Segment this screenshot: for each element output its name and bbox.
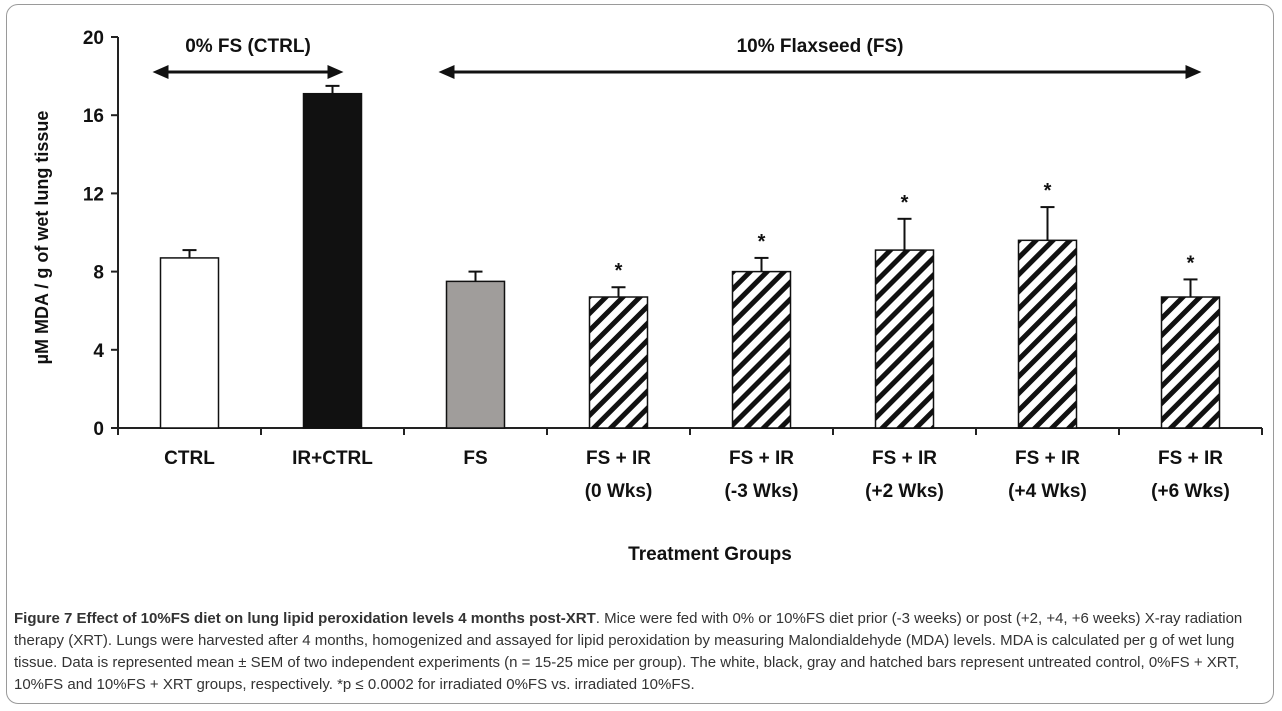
- caption-body: . Mice were fed with 0% or 10%FS diet pr…: [14, 610, 1243, 693]
- significance-marker: *: [615, 260, 623, 282]
- x-tick-label: (+6 Wks): [1151, 481, 1230, 502]
- annotation-arrowhead-left: [152, 65, 169, 79]
- y-tick-label: 12: [83, 184, 104, 205]
- figure-caption: Figure 7 Effect of 10%FS diet on lung li…: [14, 608, 1270, 696]
- x-tick-label: FS + IR: [586, 448, 651, 469]
- y-axis-title: µM MDA / g of wet lung tissue: [32, 111, 52, 365]
- x-tick-label: (-3 Wks): [725, 481, 799, 502]
- annotation-arrowhead-right: [327, 65, 344, 79]
- y-tick-label: 8: [93, 263, 104, 284]
- bar: [731, 270, 792, 429]
- x-tick-label: (+4 Wks): [1008, 481, 1087, 502]
- bar: [445, 280, 506, 429]
- significance-marker: *: [758, 231, 766, 253]
- x-tick-label: CTRL: [164, 448, 215, 469]
- y-tick-label: 0: [93, 419, 104, 440]
- x-tick-label: FS + IR: [1015, 448, 1080, 469]
- annotation-label: 0% FS (CTRL): [185, 36, 311, 57]
- x-axis-title: Treatment Groups: [628, 544, 792, 565]
- bar-chart: 0 4 8 12 16 20 CTRL IR+CTRL FS * FS + IR (0 Wks) * FS…: [32, 28, 1263, 565]
- y-tick-label: 4: [93, 341, 104, 362]
- bar: [1160, 296, 1221, 429]
- x-tick-label: FS + IR: [729, 448, 794, 469]
- significance-marker: *: [901, 192, 909, 214]
- caption-title: Figure 7 Effect of 10%FS diet on lung li…: [14, 610, 596, 627]
- bar: [302, 92, 363, 429]
- bar: [588, 296, 649, 429]
- annotation-label: 10% Flaxseed (FS): [737, 36, 904, 57]
- x-tick-label: FS + IR: [872, 448, 937, 469]
- significance-marker: *: [1187, 252, 1195, 274]
- bar: [159, 257, 220, 429]
- annotation-arrowhead-right: [1185, 65, 1202, 79]
- x-tick-label: (+2 Wks): [865, 481, 944, 502]
- x-tick-label: IR+CTRL: [292, 448, 373, 469]
- y-tick-label: 16: [83, 106, 104, 127]
- bar: [874, 249, 935, 429]
- x-tick-label: FS + IR: [1158, 448, 1223, 469]
- x-tick-label: FS: [463, 448, 487, 469]
- y-tick-label: 20: [83, 28, 104, 49]
- annotation-arrowhead-left: [438, 65, 455, 79]
- significance-marker: *: [1044, 180, 1052, 202]
- bar: [1017, 239, 1078, 429]
- x-tick-label: (0 Wks): [585, 481, 653, 502]
